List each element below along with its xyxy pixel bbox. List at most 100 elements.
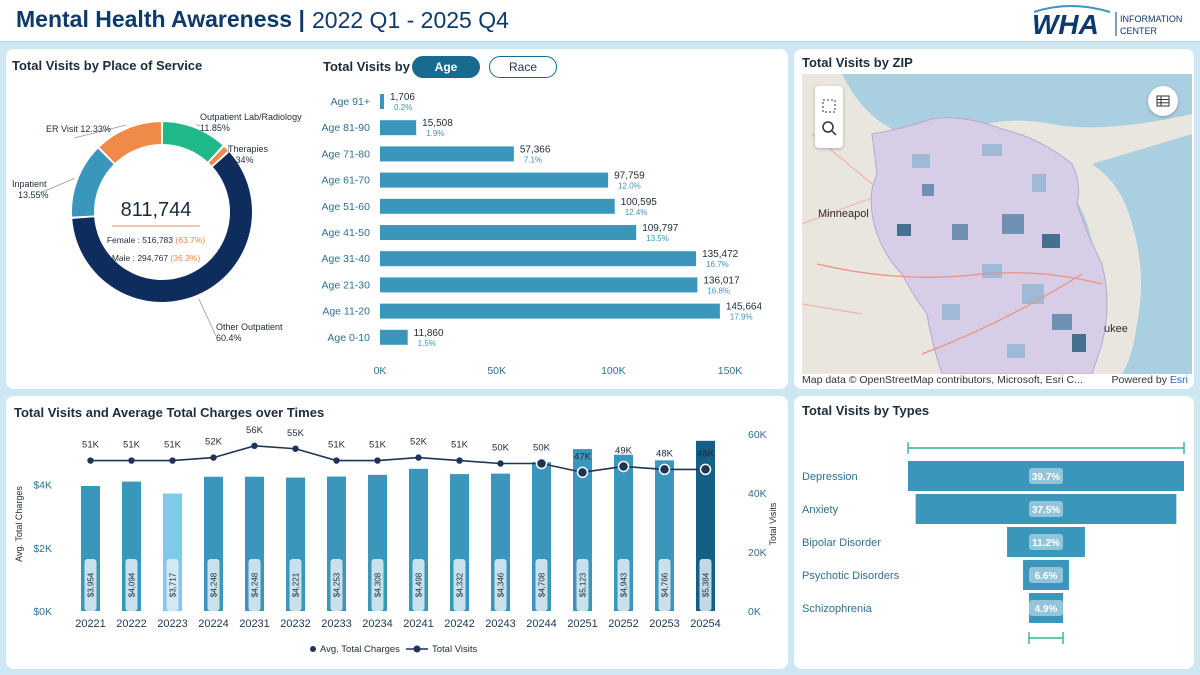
- age-category-label: Age 41-50: [322, 227, 371, 239]
- visits-value-label: 50K: [492, 443, 510, 454]
- legend-charges-marker: [310, 646, 316, 652]
- select-rect-icon[interactable]: [820, 97, 838, 115]
- charge-label-bg: [658, 559, 671, 611]
- time-category-label: 20244: [526, 618, 557, 630]
- slice-leader-line: [73, 124, 127, 139]
- donut-slice: [208, 146, 228, 166]
- visits-point: [456, 457, 463, 464]
- visits-value-label: 51K: [164, 440, 182, 451]
- slice-leader-line: [198, 298, 217, 337]
- time-left-tick: $0K: [33, 606, 52, 618]
- slice-pct-label: 13.55%: [18, 190, 49, 200]
- age-category-label: Age 91+: [331, 96, 370, 108]
- visits-value-label: 50K: [533, 443, 551, 454]
- type-category-label: Schizophrenia: [802, 603, 873, 615]
- age-pct-label: 1.9%: [426, 129, 444, 138]
- donut-slice: [99, 122, 162, 164]
- time-right-tick: 0K: [748, 606, 761, 618]
- powered-by-brand[interactable]: Esri: [1169, 374, 1188, 386]
- age-bar: [380, 329, 408, 345]
- visits-point: [374, 457, 381, 464]
- type-label-bg: [1029, 600, 1063, 616]
- age-pct-label: 12.4%: [625, 208, 648, 217]
- charge-label-bg: [371, 559, 384, 611]
- zip-map[interactable]: Minneapol ukee: [802, 74, 1192, 374]
- svg-text:INFORMATION: INFORMATION: [1120, 14, 1182, 24]
- visits-point: [210, 454, 217, 461]
- tab-age[interactable]: Age: [412, 56, 480, 78]
- charge-label-bg: [494, 559, 507, 611]
- map-toolbar: [815, 86, 843, 148]
- time-right-tick: 40K: [748, 488, 767, 500]
- age-value-label: 1,706: [390, 92, 415, 103]
- slice-leader-line: [39, 178, 75, 194]
- type-value-label: 39.7%: [1032, 472, 1060, 483]
- age-value-label: 97,759: [614, 171, 645, 182]
- time-category-label: 20231: [239, 618, 270, 630]
- search-icon[interactable]: [820, 119, 838, 137]
- age-value-label: 100,595: [621, 197, 658, 208]
- time-category-label: 20232: [280, 618, 311, 630]
- charge-label-bg: [84, 559, 97, 611]
- slice-pct-label: 60.4%: [216, 333, 242, 343]
- slice-name-label: Outpatient Lab/Radiology: [200, 112, 302, 122]
- time-category-label: 20251: [567, 618, 598, 630]
- visits-point: [658, 463, 671, 476]
- age-pct-label: 16.8%: [707, 286, 730, 295]
- charge-value-label: $4,248: [210, 572, 219, 597]
- visits-point: [128, 457, 135, 464]
- legend-charges-label: Avg. Total Charges: [320, 644, 400, 655]
- time-category-label: 20233: [321, 618, 352, 630]
- age-panel-title: Total Visits by: [323, 59, 410, 74]
- charge-value-label: $4,248: [251, 572, 260, 597]
- charge-label-bg: [330, 559, 343, 611]
- age-category-label: Age 81-90: [322, 122, 371, 134]
- charge-value-label: $5,384: [702, 572, 711, 597]
- time-category-label: 20241: [403, 618, 434, 630]
- time-category-label: 20223: [157, 618, 188, 630]
- type-value-label: 6.6%: [1035, 571, 1058, 582]
- age-value-label: 135,472: [702, 249, 739, 260]
- visits-point: [292, 445, 299, 452]
- age-x-tick: 50K: [487, 365, 506, 377]
- legend-visits-marker: [413, 645, 421, 653]
- age-pct-label: 17.9%: [730, 313, 753, 322]
- date-range: 2022 Q1 - 2025 Q4: [312, 7, 509, 33]
- time-category-label: 20222: [116, 618, 147, 630]
- type-label-bg: [1029, 468, 1063, 484]
- svg-text:Minneapol: Minneapol: [818, 208, 869, 220]
- visits-point: [251, 442, 258, 449]
- page-title: Mental Health Awareness |: [16, 6, 305, 32]
- type-category-label: Psychotic Disorders: [802, 570, 900, 582]
- time-category-label: 20242: [444, 618, 475, 630]
- charge-value-label: $4,346: [497, 572, 506, 597]
- age-value-label: 109,797: [642, 223, 679, 234]
- charge-value-label: $5,123: [579, 572, 588, 597]
- visits-value-label: 52K: [410, 437, 428, 448]
- visits-point: [497, 460, 504, 467]
- age-category-label: Age 0-10: [327, 332, 370, 344]
- types-panel-title: Total Visits by Types: [802, 403, 930, 418]
- male-label: Male : 294,767 (36.3%): [112, 253, 201, 263]
- charge-label-bg: [289, 559, 302, 611]
- visits-value-label: 49K: [615, 445, 633, 456]
- type-category-label: Anxiety: [802, 504, 839, 516]
- age-x-tick: 100K: [601, 365, 626, 377]
- charge-label-bg: [535, 559, 548, 611]
- visits-point: [333, 457, 340, 464]
- charge-label-bg: [166, 559, 179, 611]
- tab-race[interactable]: Race: [489, 56, 557, 78]
- table-view-button[interactable]: [1148, 86, 1178, 116]
- charge-value-label: $3,717: [169, 572, 178, 597]
- charge-label-bg: [699, 559, 712, 611]
- charge-value-label: $4,221: [292, 572, 301, 597]
- time-category-label: 20221: [75, 618, 106, 630]
- slice-leader-line: [196, 124, 201, 127]
- age-value-label: 136,017: [703, 275, 740, 286]
- visits-value-label: 47K: [574, 451, 592, 462]
- age-pct-label: 1.5%: [418, 339, 436, 348]
- slice-name-label: Other Outpatient: [216, 322, 283, 332]
- charge-label-bg: [576, 559, 589, 611]
- age-bar: [380, 251, 697, 267]
